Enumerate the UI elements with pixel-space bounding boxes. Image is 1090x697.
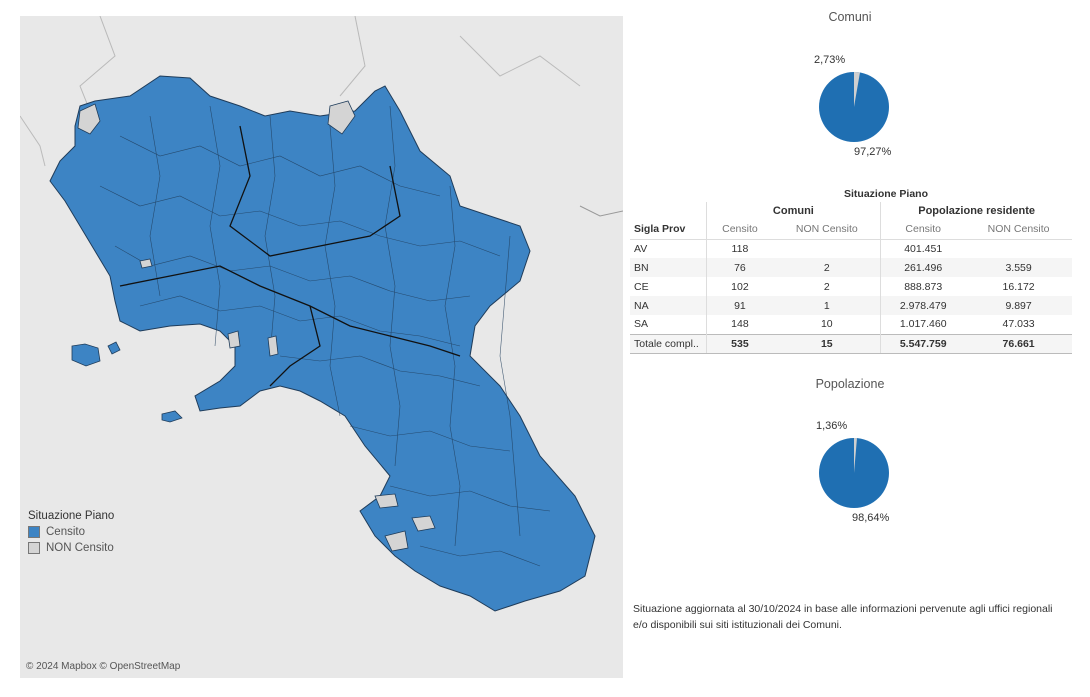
pie-comuni-small-label: 2,73% (814, 54, 846, 66)
pie-comuni-chart[interactable] (814, 67, 894, 147)
map-view[interactable]: Situazione Piano Censito NON Censito © 2… (20, 16, 623, 678)
legend-label-censito: Censito (46, 526, 85, 538)
col-pop-censito[interactable]: Censito (880, 220, 966, 240)
pie-popolazione-large-label: 98,64% (852, 512, 890, 524)
table-total-row[interactable]: Totale compl.. 535 15 5.547.759 76.661 (630, 333, 1072, 354)
swatch-censito (28, 526, 40, 538)
pie-comuni-large-label: 97,27% (854, 146, 892, 158)
map-copyright[interactable]: © 2024 Mapbox © OpenStreetMap (26, 661, 181, 672)
non-censito-areas (77, 100, 436, 552)
table-title: Situazione Piano (843, 188, 928, 200)
situazione-table: Situazione Piano Comuni Popolazione resi… (630, 186, 1072, 354)
pie-popolazione-small-label: 1,36% (816, 420, 848, 432)
col-pop-non-censito[interactable]: NON Censito (965, 220, 1072, 240)
table-row[interactable]: BN 76 2 261.496 3.559 (630, 258, 1072, 277)
pie-comuni: Comuni 2,73% 97,27% (780, 10, 920, 160)
legend-label-non-censito: NON Censito (46, 542, 114, 554)
table-row[interactable]: CE 102 2 888.873 16.172 (630, 277, 1072, 296)
update-note: Situazione aggiornata al 30/10/2024 in b… (633, 603, 1053, 631)
pie-popolazione: Popolazione 1,36% 98,64% (780, 377, 920, 527)
pie-popolazione-chart[interactable] (814, 433, 894, 513)
header-popolazione[interactable]: Popolazione residente (918, 205, 1035, 217)
table-row[interactable]: SA 148 10 1.017.460 47.033 (630, 315, 1072, 334)
pie-comuni-title: Comuni (828, 10, 872, 24)
legend-item-censito[interactable]: Censito (28, 526, 114, 538)
legend-title: Situazione Piano (28, 510, 115, 522)
col-comuni-non-censito[interactable]: NON Censito (773, 220, 882, 240)
header-comuni[interactable]: Comuni (706, 202, 882, 220)
table-row[interactable]: AV 118 401.451 (630, 239, 1072, 258)
pie-popolazione-slice-non-censito (854, 438, 857, 473)
region-censito (49, 75, 596, 612)
legend-item-non-censito[interactable]: NON Censito (28, 542, 114, 554)
pie-comuni-slice-non-censito (854, 71, 860, 107)
pie-popolazione-title: Popolazione (815, 377, 885, 391)
col-sigla-prov[interactable]: Sigla Prov (630, 220, 707, 240)
col-comuni-censito[interactable]: Censito (706, 220, 774, 240)
map-legend: Situazione Piano Censito NON Censito (28, 510, 114, 558)
swatch-non-censito (28, 542, 40, 554)
campania-map[interactable] (20, 16, 623, 678)
table-row[interactable]: NA 91 1 2.978.479 9.897 (630, 296, 1072, 315)
